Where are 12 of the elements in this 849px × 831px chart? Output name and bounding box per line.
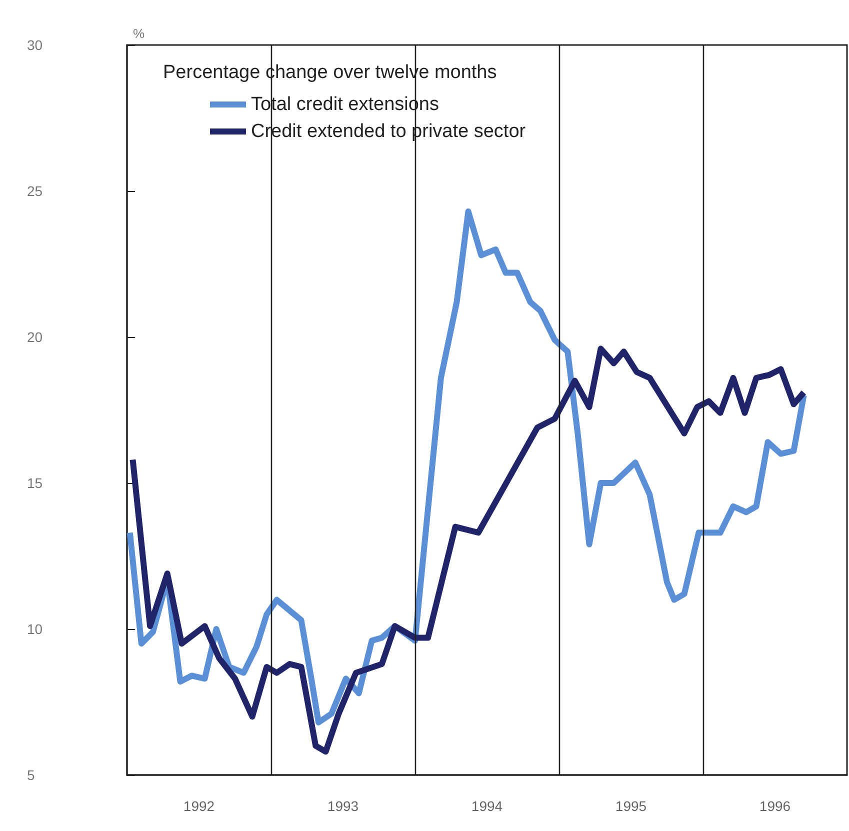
y-axis-title: %: [133, 26, 145, 41]
x-tick-label: 1993: [327, 798, 359, 814]
y-tick-label: 5: [27, 767, 35, 783]
y-tick-label: 20: [27, 329, 43, 345]
y-tick-label: 25: [27, 183, 43, 199]
y-tick-label: 15: [27, 475, 43, 491]
x-tick-label: 1992: [183, 798, 215, 814]
y-tick-label: 10: [27, 621, 43, 637]
x-tick-label: 1996: [759, 798, 791, 814]
y-tick-label: 30: [27, 37, 43, 53]
x-tick-label: 1994: [471, 798, 503, 814]
x-tick-label: 1995: [615, 798, 647, 814]
